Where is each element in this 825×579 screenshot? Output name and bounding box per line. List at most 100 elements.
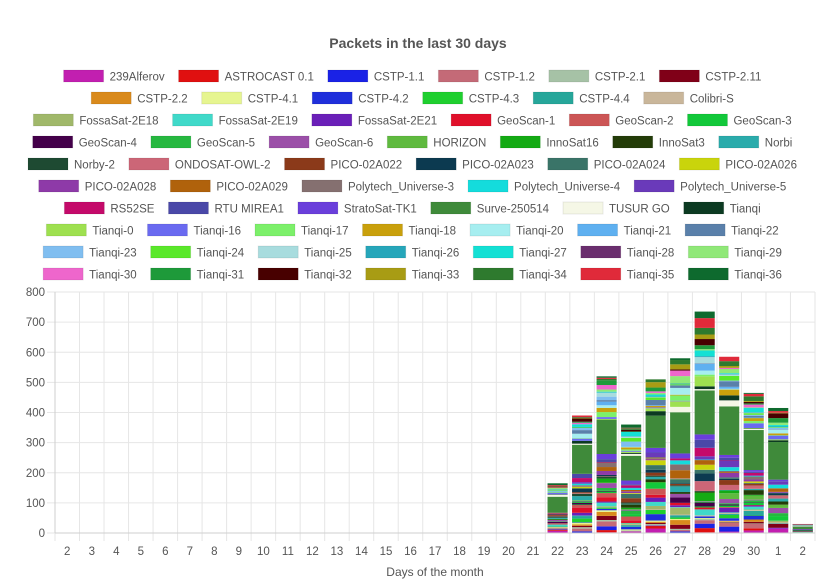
legend-item[interactable]: Tianqi-17 <box>254 223 349 238</box>
bar-segment <box>670 518 691 521</box>
legend-item[interactable]: Tianqi-35 <box>580 267 675 282</box>
legend-item[interactable]: PICO-02A023 <box>415 157 534 172</box>
bar-segment <box>645 411 666 416</box>
legend-item[interactable]: FossaSat-2E21 <box>311 113 437 128</box>
legend-item[interactable]: Tianqi-27 <box>472 245 567 260</box>
bar-segment <box>743 404 764 408</box>
legend-item[interactable]: Tianqi-32 <box>257 267 352 282</box>
bar-stack <box>670 358 691 533</box>
bar-segment <box>572 518 593 523</box>
legend-item[interactable]: Tianqi-28 <box>580 245 675 260</box>
legend-item[interactable]: Tianqi-23 <box>42 245 137 260</box>
bar-segment <box>645 525 666 526</box>
x-tick-label: 23 <box>576 546 589 558</box>
legend-item[interactable]: CSTP-4.3 <box>422 91 520 106</box>
legend-item[interactable]: Tianqi-30 <box>42 267 137 282</box>
legend-item[interactable]: Polytech_Universe-3 <box>301 179 454 194</box>
bar-segment <box>596 461 617 463</box>
legend-item[interactable]: Tianqi-21 <box>577 223 672 238</box>
legend-item[interactable]: Tianqi-34 <box>472 267 567 282</box>
legend-item[interactable]: Tianqi-0 <box>45 223 133 238</box>
legend-swatch <box>580 267 622 281</box>
legend-item[interactable]: PICO-02A029 <box>169 179 288 194</box>
bar-segment <box>719 480 740 485</box>
legend-item[interactable]: Tianqi-22 <box>684 223 779 238</box>
legend-item[interactable]: Tianqi-26 <box>365 245 460 260</box>
legend-item[interactable]: RTU MIREA1 <box>167 201 284 216</box>
legend-item[interactable]: FossaSat-2E19 <box>172 113 298 128</box>
bar-segment <box>645 415 666 448</box>
legend-item[interactable]: ONDOSAT-OWL-2 <box>128 157 271 172</box>
legend-item[interactable]: CSTP-4.4 <box>532 91 630 106</box>
legend-item[interactable]: Norbi <box>718 135 792 150</box>
bar-segment <box>719 526 740 532</box>
bar-segment <box>719 473 740 478</box>
legend-item[interactable]: PICO-02A022 <box>284 157 403 172</box>
bar-segment <box>621 530 642 532</box>
bar-segment <box>719 521 740 522</box>
legend-item[interactable]: InnoSat16 <box>499 135 599 150</box>
legend-swatch <box>450 113 492 127</box>
legend-item[interactable]: Tianqi-25 <box>257 245 352 260</box>
bar-segment <box>645 497 666 502</box>
legend-item[interactable]: Tianqi-18 <box>362 223 457 238</box>
legend-item[interactable]: Tianqi <box>683 201 761 216</box>
bar-segment <box>572 500 593 502</box>
bar-segment <box>621 424 642 428</box>
bar-segment <box>670 458 691 461</box>
bar-segment <box>572 493 593 497</box>
legend-item[interactable]: CSTP-2.11 <box>658 69 761 84</box>
legend-item[interactable]: Polytech_Universe-4 <box>467 179 621 194</box>
legend-item[interactable]: Tianqi-31 <box>150 267 245 282</box>
legend-item[interactable]: GeoScan-3 <box>686 113 792 128</box>
bar-segment <box>572 421 593 423</box>
legend-item[interactable]: ASTROCAST 0.1 <box>178 69 314 84</box>
legend-item[interactable]: Colibri-S <box>643 91 734 106</box>
legend-item[interactable]: Tianqi-36 <box>687 267 782 282</box>
legend-item[interactable]: GeoScan-6 <box>268 135 373 150</box>
legend-item[interactable]: GeoScan-4 <box>32 135 138 150</box>
legend-item[interactable]: Tianqi-16 <box>146 223 241 238</box>
legend-item[interactable]: TUSUR GO <box>562 201 670 216</box>
legend-item[interactable]: Polytech_Universe-5 <box>633 179 786 194</box>
legend-item[interactable]: PICO-02A028 <box>38 179 157 194</box>
legend-item[interactable]: PICO-02A024 <box>547 157 666 172</box>
bar-segment <box>694 492 715 502</box>
bar-segment <box>694 339 715 346</box>
legend-item[interactable]: CSTP-1.1 <box>327 69 425 84</box>
legend-item[interactable]: InnoSat3 <box>612 135 705 150</box>
bar-segment <box>768 528 789 533</box>
legend-item[interactable]: Tianqi-29 <box>687 245 782 260</box>
bar-segment <box>572 501 593 503</box>
legend-item[interactable]: Tianqi-24 <box>150 245 245 260</box>
legend-item[interactable]: Norby-2 <box>27 157 115 172</box>
legend-item[interactable]: Tianqi-20 <box>469 223 564 238</box>
legend-item[interactable]: 239Alferov <box>63 69 165 84</box>
legend-item[interactable]: CSTP-2.2 <box>90 91 188 106</box>
bar-segment <box>694 464 715 470</box>
bar-segment <box>694 389 715 391</box>
legend-swatch <box>150 135 192 149</box>
bar-segment <box>572 515 593 517</box>
bar-segment <box>645 520 666 522</box>
legend-item[interactable]: GeoScan-2 <box>568 113 673 128</box>
legend-item[interactable]: PICO-02A026 <box>678 157 797 172</box>
legend-item[interactable]: StratoSat-TK1 <box>297 201 417 216</box>
legend-item[interactable]: CSTP-4.2 <box>311 91 409 106</box>
legend-item[interactable]: Tianqi-33 <box>365 267 460 282</box>
bar-segment <box>670 485 691 487</box>
legend-item[interactable]: CSTP-2.1 <box>548 69 646 84</box>
bar-segment <box>572 417 593 419</box>
legend-item[interactable]: Surve-250514 <box>430 201 550 216</box>
legend-item[interactable]: FossaSat-2E18 <box>32 113 159 128</box>
legend-item[interactable]: CSTP-1.2 <box>437 69 535 84</box>
x-tick-label: 7 <box>187 546 193 558</box>
legend-label: ONDOSAT-OWL-2 <box>175 160 271 172</box>
legend-item[interactable]: GeoScan-1 <box>450 113 555 128</box>
legend-item[interactable]: GeoScan-5 <box>150 135 255 150</box>
legend-item[interactable]: CSTP-4.1 <box>201 91 299 106</box>
legend-swatch <box>254 223 296 237</box>
legend-item[interactable]: RS52SE <box>63 201 155 216</box>
bar-segment <box>719 367 740 369</box>
legend-item[interactable]: HORIZON <box>386 135 486 150</box>
